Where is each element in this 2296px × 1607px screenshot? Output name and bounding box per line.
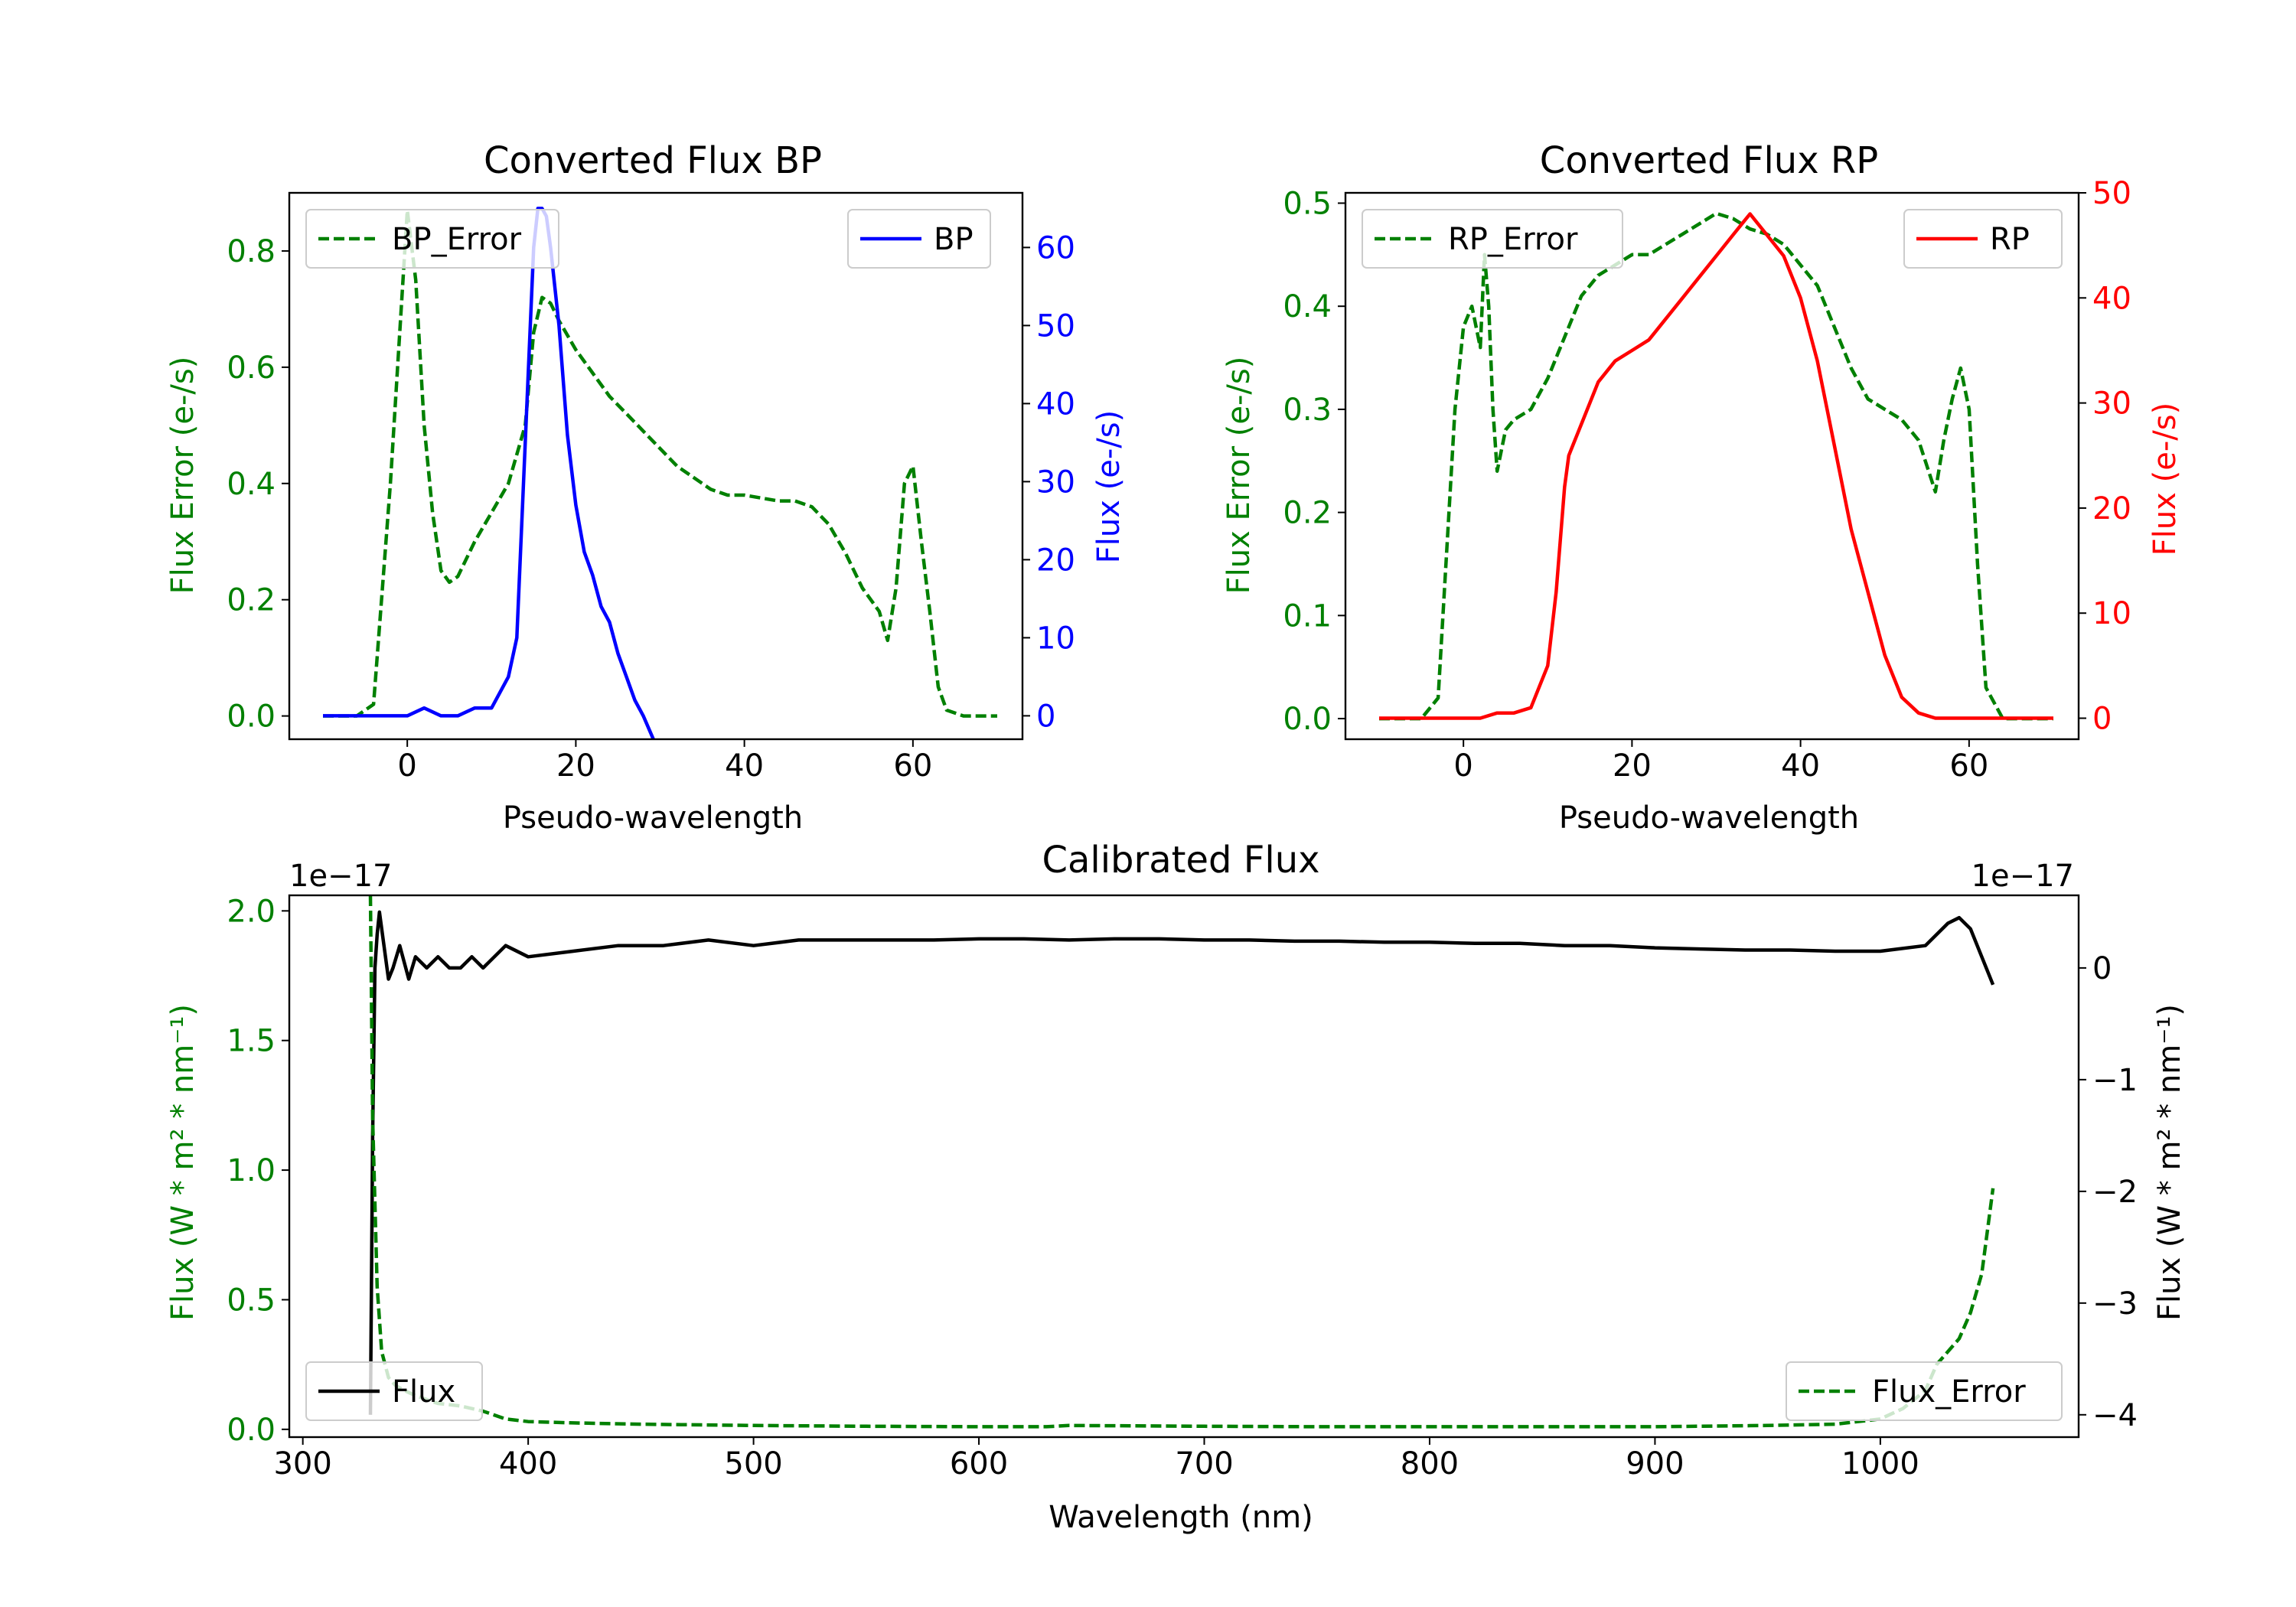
bp-y-left-tick-label: 0.6 (227, 350, 276, 386)
cal-x-tick-label: 800 (1401, 1446, 1459, 1482)
cal-x-tick-label: 400 (499, 1446, 557, 1482)
cal-y-left-label: Flux (W * m² * nm⁻¹) (165, 1004, 201, 1321)
rp-y-left-tick-label: 0.0 (1283, 702, 1332, 737)
rp-y-right-tick-label: 20 (2092, 491, 2131, 526)
bp-x-tick-label: 60 (893, 748, 932, 784)
bp-y-right-tick-label: 20 (1036, 543, 1075, 578)
cal-legend-right: Flux_Error (1786, 1361, 2063, 1421)
bp-y-left-label: Flux Error (e-/s) (165, 357, 201, 595)
bp-y-right-tick-label: 10 (1036, 621, 1075, 656)
cal-y-left-tick-label: 0.0 (227, 1413, 276, 1448)
rp-y-right-tick-label: 50 (2092, 176, 2131, 211)
cal-y-left-tick-label: 1.0 (227, 1153, 276, 1188)
bp-y-right-tick-label: 60 (1036, 230, 1075, 266)
cal-x-tick-label: 600 (950, 1446, 1008, 1482)
calibrated-panel: Calibrated Flux 1e−17 1e−17 300 400 500 600… (165, 839, 2187, 1535)
rp-y-left-tick-label: 0.1 (1283, 598, 1332, 634)
bp-legend-left-label: BP_Error (392, 222, 522, 257)
cal-x-tick-label: 300 (273, 1446, 331, 1482)
cal-y-right-tick-label: −2 (2092, 1175, 2138, 1210)
cal-y-right-label: Flux (W * m² * nm⁻¹) (2152, 1004, 2187, 1321)
cal-legend-left-label: Flux (392, 1374, 455, 1410)
rp-y-right-tick-label: 40 (2092, 281, 2131, 316)
bp-series-bp-error (323, 208, 997, 718)
cal-y-right-tick-label: −3 (2092, 1286, 2138, 1322)
bp-legend-right-label: BP (934, 222, 974, 257)
cal-series-flux (368, 910, 1995, 1415)
rp-panel: Converted Flux RP 0 20 40 60 0.0 0.1 0.2 0.3 0.4… (1221, 139, 2183, 836)
bp-legend-left-frame (305, 209, 559, 269)
bp-y-left-tick-label: 0.0 (227, 699, 276, 735)
bp-y-left-tick-label: 0.8 (227, 234, 276, 269)
cal-right-offset: 1e−17 (1971, 859, 2074, 894)
cal-x-tick-label: 1000 (1841, 1446, 1919, 1482)
rp-y-right-tick-label: 30 (2092, 386, 2131, 422)
cal-y-right-tick-label: 0 (2092, 951, 2112, 986)
bp-legend-right: BP (847, 209, 991, 269)
bp-y-right-tick-label: 40 (1036, 386, 1075, 422)
bp-plot-area: 0 20 40 60 0.0 0.2 0.4 0.6 0.8 0 10 20 30 40 50 60 BP_Er… (227, 191, 1075, 784)
bp-title: Converted Flux BP (484, 139, 822, 182)
rp-y-right-tick-label: 0 (2092, 702, 2112, 737)
cal-legend-right-label: Flux_Error (1872, 1374, 2026, 1410)
bp-y-left-tick-label: 0.4 (227, 467, 276, 502)
cal-y-left-tick-label: 1.5 (227, 1024, 276, 1059)
cal-x-tick-label: 500 (724, 1446, 782, 1482)
bp-series-bp (323, 207, 656, 739)
rp-y-right-tick-label: 10 (2092, 596, 2131, 631)
rp-legend-left-label: RP_Error (1448, 222, 1578, 257)
bp-y-right-label: Flux (e-/s) (1091, 410, 1127, 563)
rp-y-left-tick-label: 0.2 (1283, 496, 1332, 531)
rp-legend-left: RP_Error (1362, 209, 1623, 269)
rp-series-rp (1379, 212, 2053, 720)
bp-x-tick-label: 20 (556, 748, 595, 784)
cal-legend-left: Flux (305, 1361, 483, 1421)
rp-plot-area: 0 20 40 60 0.0 0.1 0.2 0.3 0.4 0.5 0 10 20 30 40 50 RP_E… (1283, 176, 2131, 784)
bp-legend-left: BP_Error (305, 209, 559, 269)
rp-y-left-label: Flux Error (e-/s) (1221, 357, 1257, 595)
cal-y-right-tick-label: −4 (2092, 1398, 2138, 1433)
rp-y-left-tick-label: 0.3 (1283, 393, 1332, 428)
rp-y-left-tick-label: 0.5 (1283, 186, 1332, 221)
rp-x-tick-label: 40 (1781, 748, 1820, 784)
rp-x-tick-label: 60 (1949, 748, 1988, 784)
rp-legend-right-frame (1903, 209, 2063, 269)
bp-x-tick-label: 0 (397, 748, 416, 784)
bp-y-right-tick-label: 0 (1036, 699, 1055, 734)
bp-panel: Converted Flux BP 0 20 40 60 0.0 0.2 0.4 0.6 0.8… (165, 139, 1127, 836)
bp-axes-frame (288, 191, 1024, 741)
cal-y-right-tick-label: −1 (2092, 1063, 2138, 1098)
rp-series-group (1379, 211, 2053, 721)
rp-x-tick-label: 20 (1613, 748, 1652, 784)
rp-legend-right-label: RP (1990, 222, 2030, 257)
rp-y-left-tick-label: 0.4 (1283, 289, 1332, 324)
rp-y-right-label: Flux (e-/s) (2148, 403, 2183, 556)
bp-x-axis-label: Pseudo-wavelength (503, 800, 803, 836)
rp-title: Converted Flux RP (1540, 139, 1878, 182)
rp-x-axis-label: Pseudo-wavelength (1559, 800, 1859, 836)
bp-y-right-tick-label: 30 (1036, 464, 1075, 500)
cal-x-axis-label: Wavelength (nm) (1049, 1500, 1313, 1535)
cal-axes-frame (288, 894, 2080, 1439)
bp-y-left-tick-label: 0.2 (227, 583, 276, 618)
rp-legend-left-frame (1362, 209, 1623, 269)
cal-x-tick-label: 900 (1626, 1446, 1684, 1482)
cal-legend-left-frame (305, 1361, 483, 1421)
bp-y-right-tick-label: 50 (1036, 308, 1075, 344)
cal-plot-area: 300 400 500 600 700 800 900 1000 0.0 0.5 1.0 1.5 2.0… (227, 894, 2138, 1482)
cal-x-tick-label: 700 (1175, 1446, 1233, 1482)
rp-axes-frame (1344, 191, 2080, 741)
bp-x-tick-label: 40 (725, 748, 764, 784)
cal-title: Calibrated Flux (1042, 839, 1319, 882)
cal-y-left-tick-label: 2.0 (227, 894, 276, 929)
rp-legend-right: RP (1903, 209, 2063, 269)
bp-series-group (323, 207, 997, 739)
cal-legend-right-frame (1786, 1361, 2063, 1421)
rp-x-tick-label: 0 (1453, 748, 1473, 784)
cal-left-offset: 1e−17 (289, 859, 392, 894)
cal-y-left-tick-label: 0.5 (227, 1283, 276, 1318)
